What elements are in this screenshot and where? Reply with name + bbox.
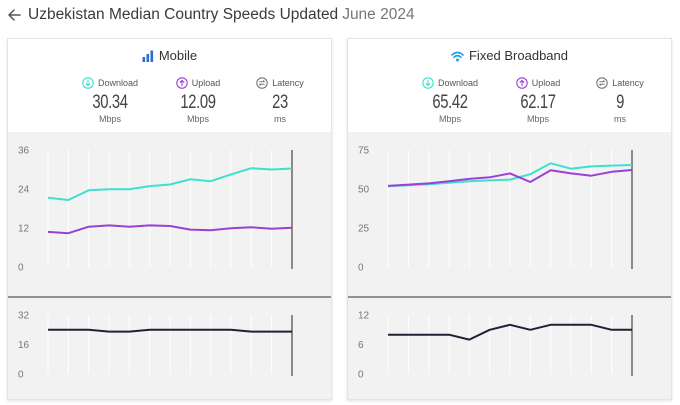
page-title: Uzbekistan Median Country Speeds Updated…	[28, 6, 415, 24]
fixed-download-label: Download	[437, 78, 479, 88]
signal-bars-icon	[142, 50, 153, 62]
mobile-speed-ytick-label: 36	[18, 146, 30, 157]
back-arrow-icon[interactable]	[6, 7, 22, 23]
mobile-download-label: Download	[97, 78, 139, 88]
mobile-latency-ytick-label: 16	[18, 340, 30, 351]
mobile-download-value: 30.34	[92, 92, 128, 113]
fixed-download-unit: Mbps	[438, 114, 461, 124]
fixed-chart-area: 0 25 50 75 0 6 12	[348, 132, 671, 399]
fixed-speed-ytick-label: 50	[358, 185, 370, 196]
mobile-latency-ytick-label: 0	[18, 370, 24, 381]
fixed-upload-unit: Mbps	[526, 114, 549, 124]
fixed-speed-ytick-label: 0	[358, 263, 364, 274]
download-arrow-icon	[422, 77, 434, 89]
fixed-latency-value: 9	[616, 92, 624, 113]
fixed-charts: 0 25 50 75 0 6 12	[348, 146, 671, 381]
mobile-upload-unit: Mbps	[186, 114, 209, 124]
fixed-upload-value: 62.17	[520, 92, 556, 113]
fixed-speed-ytick-label: 25	[358, 224, 370, 235]
fixed-upload-label: Upload	[531, 78, 561, 88]
fixed-broadband-panel: Fixed Broadband Download 65.42 Mbps Uplo…	[347, 38, 672, 400]
fixed-speed-ytick-label: 75	[358, 146, 370, 157]
fixed-upload-metric: Upload 62.17 Mbps	[498, 77, 578, 124]
mobile-panel-header: Mobile Download 30.34 Mbps Upload 12.09 …	[8, 39, 331, 132]
mobile-speed-ytick-label: 0	[18, 263, 24, 274]
mobile-latency-label: Latency	[272, 78, 304, 88]
mobile-title-text: Mobile	[158, 48, 198, 63]
fixed-latency-unit: ms	[614, 114, 626, 124]
title-text: Uzbekistan Median Country Speeds Updated	[28, 6, 339, 23]
title-date: June 2024	[342, 6, 415, 23]
fixed-title-text: Fixed Broadband	[468, 48, 568, 63]
mobile-upload-value: 12.09	[180, 92, 216, 113]
fixed-download-metric: Download 65.42 Mbps	[410, 77, 490, 124]
mobile-charts: 0 12 24 36 0 16 32	[8, 146, 331, 381]
mobile-panel: Mobile Download 30.34 Mbps Upload 12.09 …	[7, 38, 332, 400]
mobile-latency-metric: Latency 23 ms	[240, 77, 320, 124]
fixed-download-value: 65.42	[432, 92, 468, 113]
mobile-upload-metric: Upload 12.09 Mbps	[158, 77, 238, 124]
fixed-latency-ytick-label: 12	[358, 311, 370, 322]
fixed-latency-label: Latency	[612, 78, 644, 88]
latency-arrows-icon	[256, 77, 268, 89]
upload-arrow-icon	[175, 77, 188, 89]
fixed-latency-ytick-label: 6	[358, 340, 364, 351]
fixed-latency-ytick-label: 0	[358, 370, 364, 381]
wifi-icon	[451, 51, 464, 62]
mobile-upload-label: Upload	[191, 78, 221, 88]
upload-arrow-icon	[515, 77, 528, 89]
latency-arrows-icon	[596, 77, 608, 89]
fixed-latency-latency-line	[388, 323, 632, 341]
mobile-speed-upload-line	[47, 224, 293, 235]
mobile-download-metric: Download 30.34 Mbps	[70, 77, 150, 124]
download-arrow-icon	[82, 77, 94, 89]
mobile-speed-ytick-label: 12	[18, 224, 30, 235]
mobile-download-unit: Mbps	[98, 114, 121, 124]
mobile-speed-download-line	[47, 167, 293, 201]
fixed-latency-metric: Latency 9 ms	[580, 77, 660, 124]
mobile-latency-unit: ms	[274, 114, 286, 124]
mobile-chart-area: 0 12 24 36 0 16 32	[8, 132, 331, 399]
page-header: Uzbekistan Median Country Speeds Updated…	[0, 0, 680, 32]
fixed-panel-title: Fixed Broadband	[348, 48, 671, 63]
mobile-latency-value: 23	[272, 92, 288, 113]
mobile-speed-ytick-label: 24	[18, 185, 30, 196]
mobile-latency-ytick-label: 32	[18, 311, 30, 322]
fixed-panel-header: Fixed Broadband Download 65.42 Mbps Uplo…	[348, 39, 671, 132]
mobile-panel-title: Mobile	[8, 48, 331, 63]
mobile-latency-latency-line	[48, 328, 292, 333]
